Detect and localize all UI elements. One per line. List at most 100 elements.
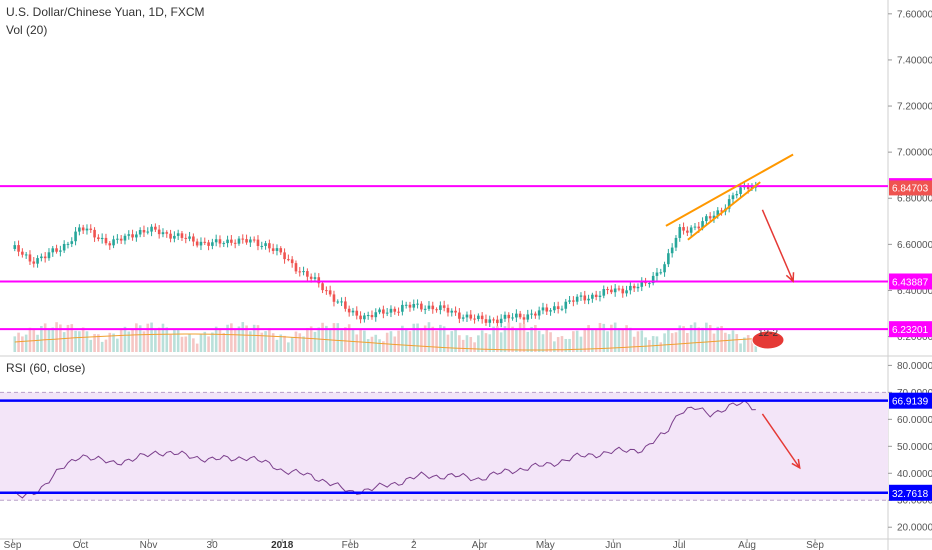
candle-body	[458, 312, 461, 319]
candle-body	[173, 235, 176, 239]
volume-bar	[701, 327, 704, 352]
volume-bar	[294, 331, 298, 352]
candle-body	[74, 231, 77, 242]
volume-bar	[496, 326, 499, 352]
candle-body	[271, 248, 275, 251]
volume-bar	[670, 333, 674, 352]
volume-bar	[108, 332, 112, 352]
candle-body	[138, 230, 142, 235]
volume-bar	[594, 329, 598, 352]
volume-bar	[237, 326, 241, 352]
volume-bar	[306, 327, 309, 352]
candle-body	[28, 254, 32, 262]
volume-bar	[537, 330, 541, 352]
candle-body	[176, 233, 180, 236]
volume-bar	[545, 329, 549, 352]
chart-title: U.S. Dollar/Chinese Yuan, 1D, FXCM	[6, 5, 205, 19]
volume-bar	[203, 331, 207, 352]
candle-body	[161, 232, 165, 235]
volume-bar	[211, 332, 214, 352]
rising-wedge-lower-line	[687, 181, 761, 241]
candle-body	[283, 252, 286, 260]
time-tick-label: Jun	[605, 540, 621, 550]
level-price-tag-label: 6.43887	[892, 277, 929, 288]
volume-bar	[446, 334, 450, 352]
time-tick-label: Nov	[140, 540, 158, 550]
volume-bar	[85, 331, 89, 352]
rsi-band	[0, 392, 888, 501]
time-tick-label: 2018	[271, 540, 294, 550]
volume-bar	[195, 343, 199, 352]
volume-bar	[275, 339, 279, 352]
volume-bar	[230, 323, 233, 352]
candle-body	[51, 248, 55, 253]
candle-body	[735, 193, 739, 196]
candle-body	[81, 227, 85, 231]
volume-bar	[283, 335, 286, 352]
candle-body	[708, 216, 712, 219]
volume-bar	[112, 333, 115, 352]
volume-bar	[674, 332, 678, 352]
candle-body	[245, 239, 248, 243]
volume-bar	[659, 342, 663, 352]
volume-bar	[408, 331, 412, 352]
volume-bar	[74, 330, 77, 352]
candle-body	[366, 315, 370, 317]
candle-body	[188, 236, 191, 239]
volume-bar	[119, 329, 123, 352]
volume-bar	[290, 337, 294, 352]
volume-bar	[325, 325, 328, 352]
candle-body	[241, 238, 245, 240]
volume-bar	[515, 328, 518, 352]
volume-bar	[218, 328, 222, 352]
volume-bar	[553, 341, 556, 352]
time-tick-label: Oct	[73, 540, 89, 550]
volume-bar	[727, 334, 731, 352]
candle-body	[108, 243, 112, 246]
candle-body	[47, 252, 51, 259]
volume-bar	[150, 322, 153, 352]
volume-bar	[165, 327, 169, 352]
volume-bar	[309, 326, 313, 352]
candle-body	[465, 314, 469, 318]
candle-body	[701, 221, 704, 229]
candle-body	[412, 303, 416, 308]
candle-body	[572, 300, 575, 302]
volume-bar	[693, 322, 697, 352]
candle-body	[629, 285, 632, 291]
candle-body	[279, 248, 283, 253]
volume-bar	[427, 322, 431, 352]
volume-bar	[89, 339, 93, 352]
candle-body	[537, 310, 541, 316]
candle-body	[332, 294, 336, 302]
volume-bar	[655, 336, 659, 352]
rising-wedge-upper-line	[665, 153, 794, 227]
candle-body	[693, 226, 697, 228]
candle-body	[275, 248, 279, 251]
candle-body	[66, 243, 70, 245]
candle-body	[397, 311, 400, 313]
volume-bar	[689, 324, 693, 352]
candle-body	[43, 256, 47, 259]
candle-body	[62, 243, 66, 251]
candle-body	[591, 294, 594, 299]
candle-body	[697, 226, 701, 229]
candle-body	[154, 226, 157, 230]
candle-body	[89, 228, 93, 230]
candle-body	[625, 290, 628, 294]
volume-bar	[397, 330, 400, 352]
rsi-tick-label: 40.0000	[897, 469, 932, 480]
volume-bar	[59, 324, 62, 352]
candle-body	[199, 241, 203, 246]
candle-body	[252, 239, 256, 241]
candle-body	[317, 277, 321, 284]
volume-bar	[708, 325, 712, 352]
volume-ma-line	[14, 333, 755, 351]
volume-bar	[731, 330, 735, 352]
volume-bar	[21, 336, 24, 352]
candle-body	[203, 241, 207, 243]
candle-body	[442, 305, 446, 308]
candle-body	[116, 238, 119, 240]
candle-body	[621, 288, 625, 294]
rsi-tick-label: 20.0000	[897, 523, 932, 534]
